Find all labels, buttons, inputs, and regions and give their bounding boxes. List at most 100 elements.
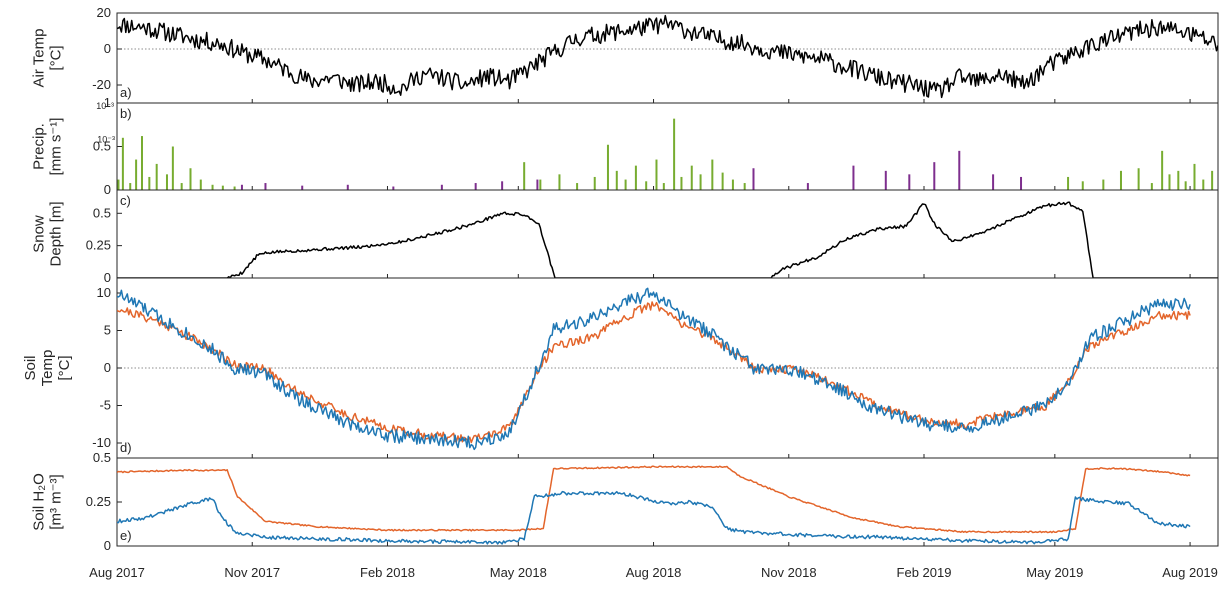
- panel-letter: c): [120, 193, 131, 208]
- precip-bar: [634, 165, 637, 190]
- precip-bar: [1137, 168, 1140, 190]
- series-line-c-1: [117, 201, 1218, 278]
- y-tick-label: 0: [104, 538, 111, 553]
- y-tick-label: 1: [104, 95, 111, 110]
- y-axis-label: Air Temp: [31, 29, 48, 88]
- y-tick-label: 0: [104, 270, 111, 285]
- precip-bar: [117, 179, 120, 190]
- y-tick-exponent: 10⁻³: [96, 101, 114, 111]
- precip-bar: [699, 174, 702, 190]
- y-tick-label: -10: [92, 435, 111, 450]
- precip-bar: [731, 179, 734, 190]
- precip-bar: [140, 136, 143, 190]
- precip-bar: [752, 168, 755, 190]
- precip-bar: [392, 186, 395, 190]
- panel-letter: d): [120, 440, 132, 455]
- y-tick-label: 0.5: [93, 450, 111, 465]
- series-line-d-1: [117, 301, 1191, 444]
- y-axis-label: Temp: [39, 350, 56, 387]
- x-tick-label: May 2019: [1026, 565, 1083, 580]
- precip-bar: [1177, 170, 1180, 190]
- precip-bar: [680, 176, 683, 190]
- panel-b: 1 0.5 0 10⁻³ 10⁻³ Precip. [mm s⁻¹] b): [31, 95, 1219, 197]
- y-axis-label: [°C]: [56, 355, 73, 380]
- x-tick-label: Aug 2017: [89, 565, 145, 580]
- y-tick-label: 0: [104, 360, 111, 375]
- y-axis-label: [m³ m⁻³]: [48, 474, 65, 529]
- precip-bar: [721, 172, 724, 190]
- panel-letter: b): [120, 106, 132, 121]
- precip-bar: [199, 179, 202, 190]
- precip-bar: [606, 144, 609, 190]
- precip-bar: [624, 179, 627, 190]
- panel-letter: a): [120, 85, 132, 100]
- precip-bar: [501, 181, 504, 190]
- panel-d: 10 5 0 -5 -10 Soil Temp [°C] d): [22, 277, 1219, 459]
- precip-bar: [1161, 150, 1164, 190]
- y-tick-label: 5: [104, 323, 111, 338]
- y-tick-label: 0: [104, 182, 111, 197]
- panel-b-frame: [116, 102, 1219, 191]
- y-tick-label: 0.25: [86, 494, 111, 509]
- precip-bar: [908, 174, 911, 190]
- precip-bar: [655, 159, 658, 190]
- precip-bar: [593, 176, 596, 190]
- panel-a: 20 0 -20 Air Temp [°C] a): [31, 5, 1219, 104]
- precip-bar: [135, 159, 138, 190]
- precip-bar: [1184, 181, 1187, 190]
- precip-bar: [171, 146, 174, 190]
- precip-bar: [884, 170, 887, 190]
- x-tick-label: Aug 2018: [626, 565, 682, 580]
- precip-bar: [662, 183, 665, 190]
- precip-bar: [1067, 176, 1070, 190]
- precip-bar: [933, 162, 936, 190]
- precip-bar: [645, 181, 648, 190]
- panel-letter: e): [120, 528, 132, 543]
- y-axis-label: Depth [m]: [48, 201, 65, 266]
- y-tick-label: 0.5: [93, 205, 111, 220]
- series-line-a-1: [117, 14, 1218, 99]
- y-tick-label: 10: [97, 285, 111, 300]
- precip-bar: [743, 183, 746, 190]
- precip-bar: [1119, 170, 1122, 190]
- precip-bar: [211, 184, 214, 190]
- precip-bar: [523, 162, 526, 190]
- precip-bar: [121, 137, 124, 190]
- precip-bar: [180, 183, 183, 190]
- precip-bar: [1150, 183, 1153, 190]
- precip-bar: [1081, 181, 1084, 190]
- x-tick-label: Feb 2018: [360, 565, 415, 580]
- precip-bar: [301, 185, 304, 190]
- precip-bar: [539, 179, 542, 190]
- precip-bar: [233, 186, 236, 190]
- precip-bar: [1202, 179, 1205, 190]
- precip-bar: [806, 183, 809, 190]
- y-tick-label: -5: [99, 398, 111, 413]
- precip-bar: [165, 174, 168, 190]
- y-axis-label: [°C]: [48, 45, 65, 70]
- precip-bar: [346, 184, 349, 190]
- precip-bar: [1102, 179, 1105, 190]
- series-line-d-2: [117, 287, 1191, 451]
- panel-e: 0.5 0.25 0 Soil H₂O [m³ m⁻³] e): [31, 450, 1219, 553]
- y-axis-label: Soil H₂O: [31, 473, 48, 531]
- series-line-e-2: [117, 490, 1191, 545]
- y-tick-exponent: 10⁻³: [97, 135, 115, 145]
- y-tick-label: -20: [92, 77, 111, 92]
- y-axis-label: [mm s⁻¹]: [48, 118, 65, 176]
- precip-bar: [536, 179, 539, 190]
- x-tick-label: Feb 2019: [897, 565, 952, 580]
- precip-bar: [1168, 174, 1171, 190]
- precip-bar: [690, 165, 693, 190]
- precip-bar: [221, 185, 224, 190]
- precip-bar: [673, 118, 676, 190]
- precip-bar: [440, 184, 443, 190]
- precip-bar: [576, 183, 579, 190]
- precip-bar: [148, 176, 151, 190]
- x-tick-label: Aug 2019: [1162, 565, 1218, 580]
- y-tick-label: 20: [97, 5, 111, 20]
- panel-c-frame: [116, 189, 1219, 279]
- x-tick-label: May 2018: [490, 565, 547, 580]
